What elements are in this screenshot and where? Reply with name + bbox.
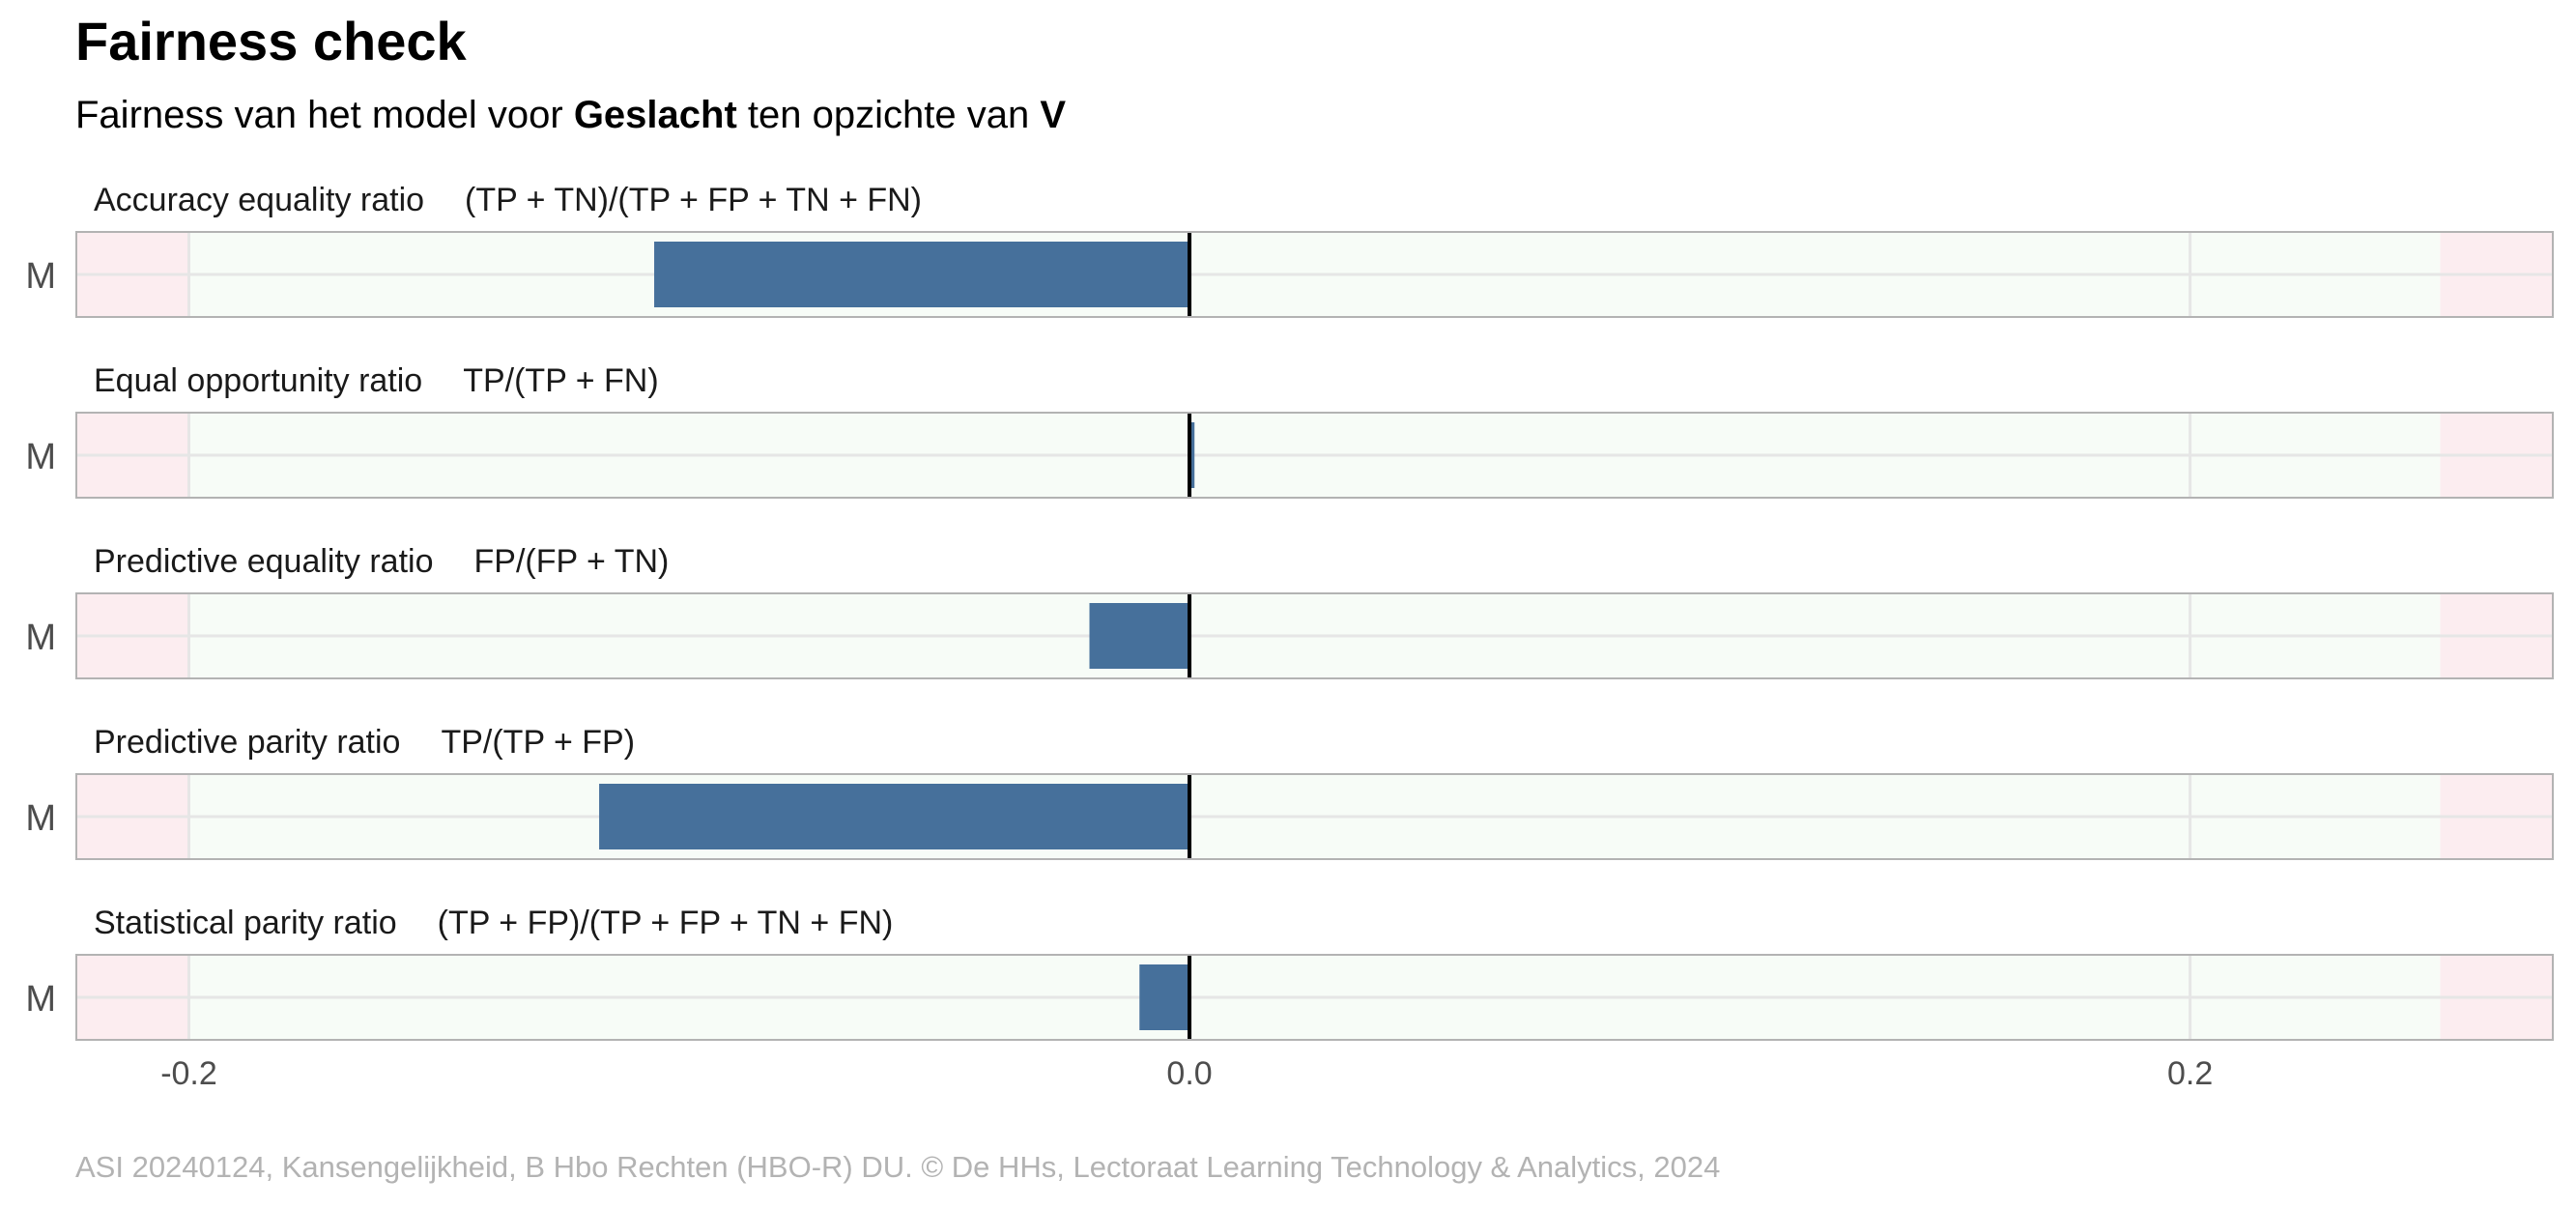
metric-formula: TP/(TP + FN) [463, 362, 658, 399]
panel-border [75, 954, 2554, 1041]
metric-formula: TP/(TP + FP) [441, 724, 635, 761]
y-tick-label: M [25, 256, 56, 297]
data-bar [599, 784, 1190, 849]
panel-border [75, 231, 2554, 318]
facet-metric-label: Predictive equality ratio FP/(FP + TN) [94, 543, 669, 580]
data-bar [1189, 422, 1195, 488]
panel-border [75, 592, 2554, 679]
y-tick-label: M [25, 437, 56, 477]
subtitle-middle: ten opzichte van [737, 94, 1041, 136]
chart-title: Fairness check [75, 11, 468, 72]
subtitle-prefix: Fairness van het model voor [75, 94, 574, 136]
y-tick-label: M [25, 979, 56, 1020]
metric-formula: (TP + FP)/(TP + FP + TN + FN) [438, 905, 894, 941]
x-axis: -0.2 0.0 0.2 [160, 1055, 2213, 1092]
facet-panel: Statistical parity ratio (TP + FP)/(TP + … [25, 905, 2554, 1041]
facet-metric-label: Equal opportunity ratio TP/(TP + FN) [94, 362, 659, 399]
y-tick-label: M [25, 618, 56, 658]
metric-name: Predictive parity ratio [94, 724, 400, 761]
chart-caption: ASI 20240124, Kansengelijkheid, B Hbo Re… [75, 1150, 1720, 1184]
subtitle-reference: V [1040, 94, 1066, 136]
y-tick-label: M [25, 798, 56, 839]
metric-name: Equal opportunity ratio [94, 362, 422, 399]
data-bar [1139, 964, 1190, 1030]
facet-metric-label: Statistical parity ratio (TP + FP)/(TP + … [94, 905, 893, 941]
data-bar [654, 242, 1190, 307]
facet-panels: Accuracy equality ratio (TP + TN)/(TP + F… [25, 182, 2554, 1041]
facet-metric-label: Predictive parity ratio TP/(TP + FP) [94, 724, 635, 761]
x-tick-label: 0.2 [2167, 1055, 2213, 1092]
data-bar [1089, 603, 1190, 669]
facet-panel: Equal opportunity ratio TP/(TP + FN) M [25, 362, 2554, 499]
metric-name: Accuracy equality ratio [94, 182, 424, 218]
chart-subtitle: Fairness van het model voor Geslacht ten… [75, 94, 1066, 136]
panel-border [75, 412, 2554, 499]
facet-panel: Predictive equality ratio FP/(FP + TN) M [25, 543, 2554, 679]
subtitle-variable: Geslacht [574, 94, 737, 136]
facet-panel: Accuracy equality ratio (TP + TN)/(TP + F… [25, 182, 2554, 318]
metric-formula: FP/(FP + TN) [474, 543, 670, 580]
metric-formula: (TP + TN)/(TP + FP + TN + FN) [465, 182, 922, 218]
metric-name: Statistical parity ratio [94, 905, 397, 941]
x-tick-label: 0.0 [1166, 1055, 1212, 1092]
metric-name: Predictive equality ratio [94, 543, 434, 580]
x-tick-label: -0.2 [160, 1055, 217, 1092]
panel-border [75, 773, 2554, 860]
facet-panel: Predictive parity ratio TP/(TP + FP) M [25, 724, 2554, 860]
facet-metric-label: Accuracy equality ratio (TP + TN)/(TP + F… [94, 182, 922, 218]
